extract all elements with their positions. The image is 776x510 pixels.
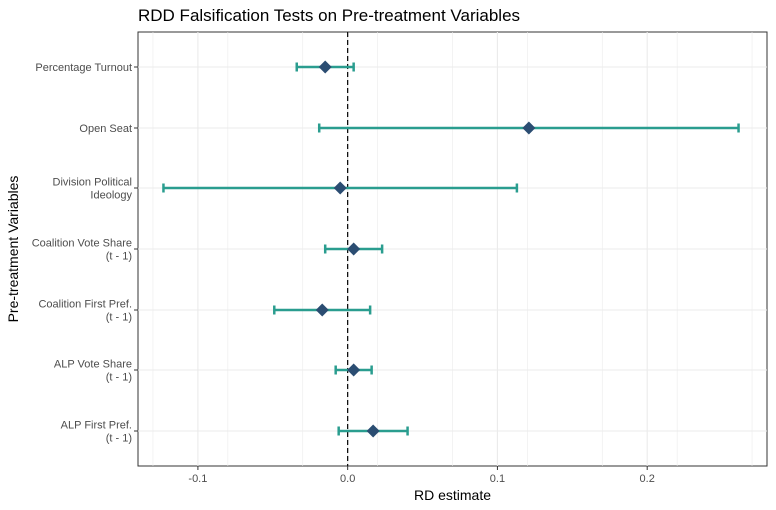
x-axis-title: RD estimate bbox=[414, 487, 491, 503]
x-tick-label: -0.1 bbox=[188, 473, 207, 485]
x-tick-label: 0.1 bbox=[490, 473, 505, 485]
estimate-point bbox=[347, 363, 361, 377]
grid-lines bbox=[138, 32, 767, 466]
estimate-point bbox=[318, 60, 332, 74]
y-tick-label: Coalition First Pref. (t - 1) bbox=[38, 299, 132, 324]
y-tick-label: ALP Vote Share (t - 1) bbox=[54, 359, 132, 384]
y-tick-label: Percentage Turnout bbox=[35, 62, 132, 74]
estimate-point bbox=[522, 121, 536, 135]
x-axis-ticks: -0.1 0.0 0.1 0.2 bbox=[188, 466, 655, 485]
estimate-points bbox=[315, 60, 536, 438]
estimate-point bbox=[315, 303, 329, 317]
chart-title: RDD Falsification Tests on Pre-treatment… bbox=[138, 6, 520, 25]
y-axis-title: Pre-treatment Variables bbox=[5, 176, 21, 323]
estimate-point bbox=[333, 181, 347, 195]
estimate-point bbox=[347, 242, 361, 256]
y-tick-label: Division Political Ideology bbox=[53, 177, 133, 202]
estimate-point bbox=[366, 424, 380, 438]
y-tick-label: Coalition Vote Share (t - 1) bbox=[32, 238, 132, 263]
x-tick-label: 0.0 bbox=[340, 473, 355, 485]
x-tick-label: 0.2 bbox=[640, 473, 655, 485]
y-tick-label: ALP First Pref. (t - 1) bbox=[61, 420, 132, 445]
y-tick-label: Open Seat bbox=[79, 123, 132, 135]
y-axis-ticks: Percentage Turnout Open Seat Division Poli… bbox=[32, 62, 138, 445]
